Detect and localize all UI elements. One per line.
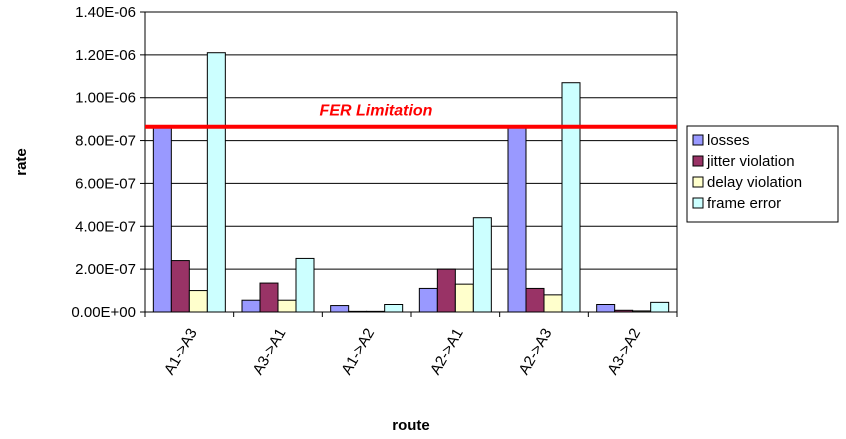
bar-delay-violation-0 — [188, 290, 208, 313]
bar-losses-0 — [152, 127, 172, 313]
legend-label-delay-violation: delay violation — [707, 174, 802, 191]
legend-swatch-frame-error — [692, 197, 704, 209]
bar-losses-1 — [241, 299, 261, 313]
legend-swatch-losses — [692, 134, 704, 146]
y-tick-label: 1.40E-06 — [75, 4, 136, 21]
y-tick-label: 8.00E-07 — [75, 133, 136, 150]
y-tick-label: 1.00E-06 — [75, 90, 136, 107]
bar-losses-2 — [330, 305, 350, 313]
bar-frame-error-3 — [472, 217, 492, 313]
y-tick-label: 0.00E+00 — [71, 304, 136, 321]
legend: losses jitter violation delay violation fra… — [686, 125, 839, 223]
x-tick-label: A2->A3 — [516, 326, 556, 378]
bar-delay-violation-3 — [454, 283, 474, 313]
y-tick-label: 1.20E-06 — [75, 47, 136, 64]
y-tick-label: 6.00E-07 — [75, 175, 136, 192]
legend-label-frame-error: frame error — [707, 195, 781, 212]
bar-frame-error-0 — [206, 52, 226, 313]
legend-label-losses: losses — [707, 132, 750, 149]
bar-delay-violation-1 — [277, 299, 297, 313]
legend-box — [686, 125, 839, 223]
x-tick-label: A1->A3 — [161, 326, 201, 378]
bar-losses-4 — [507, 125, 527, 313]
x-tick-label: A3->A2 — [604, 326, 644, 378]
legend-label-jitter-violation: jitter violation — [706, 153, 795, 170]
bar-jitter-violation-1 — [259, 282, 279, 313]
y-axis-title: rate — [13, 148, 30, 176]
plot-area — [145, 12, 677, 312]
bar-delay-violation-4 — [543, 294, 563, 313]
x-axis-title: route — [392, 417, 430, 434]
bar-frame-error-4 — [561, 82, 581, 313]
fer-limitation-label: FER Limitation — [320, 103, 433, 120]
legend-swatch-delay-violation — [692, 176, 704, 188]
bar-jitter-violation-0 — [170, 260, 190, 313]
y-tick-labels: 0.00E+00 2.00E-07 4.00E-07 6.00E-07 8.00E-07… — [71, 4, 136, 321]
reference-line-group: FER Limitation — [145, 103, 677, 129]
x-tick-label: A2->A1 — [427, 326, 467, 378]
bar-jitter-violation-3 — [436, 268, 456, 313]
gridlines — [145, 11, 678, 312]
y-tick-label: 4.00E-07 — [75, 218, 136, 235]
bar-frame-error-1 — [295, 257, 315, 313]
bar-losses-3 — [418, 287, 438, 313]
x-tick-label: A3->A1 — [250, 326, 290, 378]
bar-jitter-violation-4 — [525, 287, 545, 313]
axes — [140, 11, 678, 317]
bar-losses-5 — [596, 304, 616, 313]
x-tick-labels: A1->A3 A3->A1 A1->A2 A2->A1 A2->A3 A3->A2 — [161, 326, 644, 378]
x-tick-label: A1->A2 — [338, 326, 378, 378]
bar-frame-error-5 — [650, 301, 670, 313]
y-tick-label: 2.00E-07 — [75, 261, 136, 278]
legend-swatch-jitter-violation — [692, 155, 704, 167]
bar-frame-error-2 — [384, 304, 404, 313]
